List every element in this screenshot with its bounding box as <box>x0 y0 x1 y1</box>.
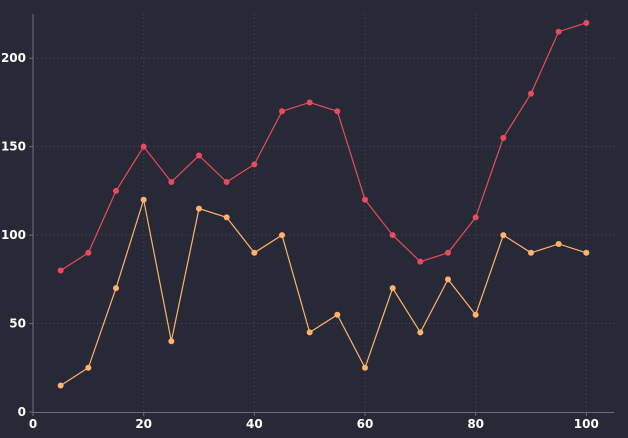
y-tick-label: 50 <box>9 317 26 331</box>
data-point <box>306 99 313 106</box>
data-point <box>113 285 119 292</box>
data-point <box>334 311 341 318</box>
data-point <box>85 364 92 371</box>
data-point <box>168 179 175 186</box>
tick-label-layer: 0 20 40 60 80 100 0 50 100 150 200 <box>1 51 599 431</box>
data-point <box>251 161 258 168</box>
data-point <box>279 232 285 239</box>
data-point <box>417 258 424 265</box>
data-point <box>140 196 147 203</box>
data-point <box>57 382 64 389</box>
x-tick-label: 20 <box>135 417 152 431</box>
y-tick-label: 200 <box>1 51 26 65</box>
data-point <box>362 364 368 371</box>
data-point <box>196 205 202 212</box>
x-tick-label: 60 <box>357 417 374 431</box>
data-point <box>583 249 590 256</box>
data-point <box>223 179 230 186</box>
data-point <box>417 329 424 336</box>
data-point <box>555 240 562 247</box>
data-point <box>334 108 341 115</box>
axis-layer <box>29 14 614 416</box>
data-point <box>85 249 92 256</box>
data-point <box>251 249 258 256</box>
series-1 <box>57 19 590 274</box>
data-point <box>445 276 451 283</box>
data-point <box>306 329 313 336</box>
data-point <box>362 196 368 203</box>
data-point <box>445 249 451 256</box>
x-tick-label: 0 <box>29 417 37 431</box>
data-point <box>528 249 534 256</box>
data-point <box>113 187 119 194</box>
data-point <box>472 214 479 221</box>
data-point <box>555 28 562 35</box>
data-point <box>583 19 590 26</box>
grid-layer <box>33 14 614 412</box>
series-2 <box>57 196 590 389</box>
y-tick-label: 150 <box>1 140 26 154</box>
series-line <box>60 22 587 271</box>
x-tick-label: 40 <box>246 417 263 431</box>
data-point <box>472 311 479 318</box>
data-point <box>196 152 202 159</box>
data-point <box>500 232 507 239</box>
data-point <box>140 143 147 150</box>
data-point <box>168 338 175 345</box>
x-tick-label: 80 <box>467 417 484 431</box>
data-point <box>389 232 396 239</box>
data-point <box>528 90 534 97</box>
data-point <box>500 134 507 141</box>
y-tick-label: 100 <box>1 228 26 242</box>
series-line <box>60 199 587 386</box>
data-point <box>57 267 64 274</box>
series-layer <box>57 19 590 389</box>
y-tick-label: 0 <box>18 405 26 419</box>
data-point <box>389 285 396 292</box>
data-point <box>279 108 285 115</box>
data-point <box>223 214 230 221</box>
x-tick-label: 100 <box>574 417 599 431</box>
